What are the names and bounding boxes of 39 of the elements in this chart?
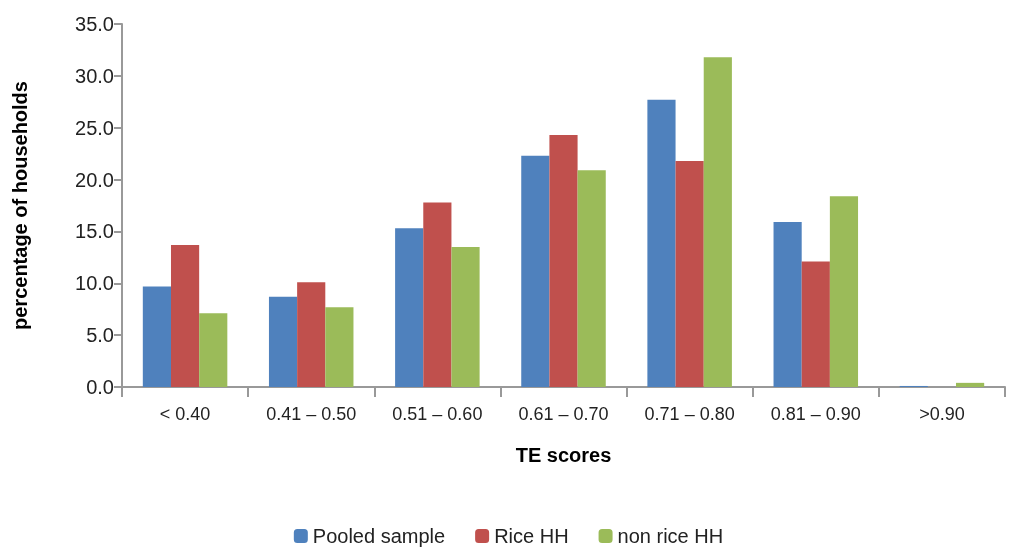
y-axis-title: percentage of households	[9, 81, 31, 330]
bar	[675, 160, 704, 387]
y-tick-label: 30.0	[75, 64, 114, 87]
y-tick-label: 20.0	[75, 168, 114, 191]
bar	[325, 307, 354, 387]
bar	[647, 99, 676, 387]
bar	[703, 57, 732, 387]
y-tick-label: 0.0	[86, 376, 114, 398]
x-tick-label: 0.71 – 0.80	[644, 404, 735, 424]
bar	[577, 170, 606, 387]
x-tick-label: 0.41 – 0.50	[266, 404, 357, 424]
y-tick-label: 10.0	[75, 272, 114, 295]
bar	[829, 196, 859, 387]
bar	[773, 222, 802, 387]
bar	[451, 246, 480, 387]
x-tick-label: < 0.40	[159, 404, 211, 424]
x-tick-label: 0.61 – 0.70	[518, 404, 609, 424]
bar	[423, 202, 452, 387]
x-axis-title: TE scores	[515, 444, 612, 466]
bar	[395, 228, 424, 387]
bar	[170, 244, 200, 387]
bar	[521, 155, 550, 387]
bar	[268, 296, 298, 387]
y-tick-label: 5.0	[86, 324, 114, 347]
bar	[956, 382, 985, 387]
legend-label: non rice HH	[617, 525, 724, 547]
bar	[297, 282, 326, 387]
x-tick-label: 0.81 – 0.90	[770, 404, 861, 424]
legend-label: Rice HH	[494, 525, 569, 547]
bar	[801, 261, 830, 387]
bar	[199, 313, 228, 387]
y-tick-label: 15.0	[75, 220, 114, 243]
legend-label: Pooled sample	[312, 525, 446, 547]
y-tick-label: 35.0	[75, 13, 114, 35]
bar	[549, 134, 578, 387]
x-tick-label: >0.90	[919, 404, 965, 424]
bar	[142, 286, 171, 387]
x-tick-label: 0.51 – 0.60	[392, 404, 483, 424]
y-tick-label: 25.0	[75, 116, 114, 139]
